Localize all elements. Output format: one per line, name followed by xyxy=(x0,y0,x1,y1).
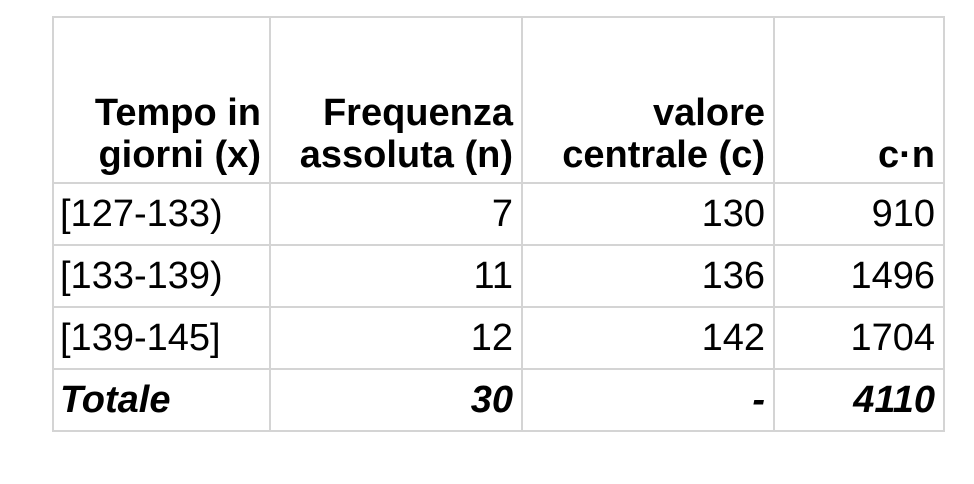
total-row: Totale 30 - 4110 xyxy=(52,368,945,432)
header-frequenza: Frequenza assoluta (n) xyxy=(269,16,523,184)
header-tempo-line2: giorni (x) xyxy=(98,134,261,176)
total-product: 4110 xyxy=(773,368,945,432)
header-frequenza-line1: Frequenza xyxy=(322,92,513,134)
cell-central-value: 142 xyxy=(521,306,775,370)
total-frequency: 30 xyxy=(269,368,523,432)
header-valore: valore centrale (c) xyxy=(521,16,775,184)
header-frequenza-line2: assoluta (n) xyxy=(299,134,513,176)
cell-central-value: 136 xyxy=(521,244,775,308)
cell-interval: [127-133) xyxy=(52,182,271,246)
header-cn: c·n xyxy=(773,16,945,184)
cell-interval: [139-145] xyxy=(52,306,271,370)
cell-interval: [133-139) xyxy=(52,244,271,308)
table-row: [139-145] 12 142 1704 xyxy=(52,306,945,370)
cell-product: 1496 xyxy=(773,244,945,308)
total-central-value: - xyxy=(521,368,775,432)
cell-product: 910 xyxy=(773,182,945,246)
cell-central-value: 130 xyxy=(521,182,775,246)
cell-frequency: 7 xyxy=(269,182,523,246)
header-valore-line2: centrale (c) xyxy=(562,134,765,176)
header-valore-line1: valore xyxy=(653,92,765,134)
header-row: Tempo in giorni (x) Frequenza assoluta (… xyxy=(52,16,945,184)
header-tempo: Tempo in giorni (x) xyxy=(52,16,271,184)
table-row: [127-133) 7 130 910 xyxy=(52,182,945,246)
cell-frequency: 12 xyxy=(269,306,523,370)
table-row: [133-139) 11 136 1496 xyxy=(52,244,945,308)
cell-product: 1704 xyxy=(773,306,945,370)
cell-frequency: 11 xyxy=(269,244,523,308)
frequency-table: Tempo in giorni (x) Frequenza assoluta (… xyxy=(52,16,945,432)
header-tempo-line1: Tempo in xyxy=(94,92,261,134)
header-cn-line2: c·n xyxy=(878,134,935,176)
total-label: Totale xyxy=(52,368,271,432)
